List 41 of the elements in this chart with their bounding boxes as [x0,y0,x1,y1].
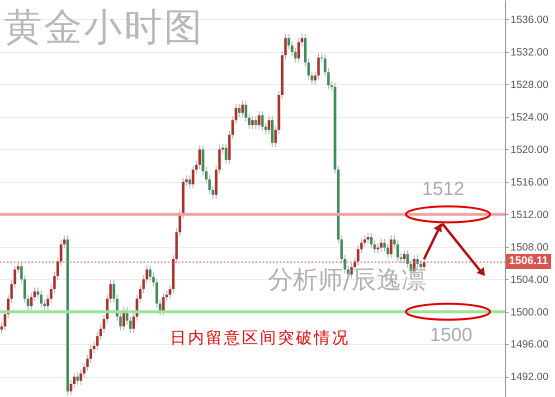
candlestick [268,116,270,134]
candlestick [406,250,409,268]
candlestick [396,240,400,262]
candlestick [254,116,258,130]
candlestick [261,110,264,132]
candlestick [224,143,228,164]
candlestick [238,103,241,118]
y-tick-label: 1508.00 [510,241,549,254]
annotation: 日内留意区间突破情况 [170,328,350,347]
candlestick [380,238,383,252]
candlestick [241,100,244,118]
candlestick [390,234,392,259]
y-tick-label: 1516.00 [510,176,549,188]
candlestick [366,232,370,244]
candlestick [198,144,201,170]
candlestick [76,372,79,386]
y-tick-label: 1496.00 [510,338,549,351]
y-tick-label: 1504.00 [510,274,549,286]
annotation: 分析师/辰逸凛 [268,264,426,294]
annotation: 1500 [430,324,472,346]
y-tick-label: 1492.00 [510,371,549,384]
candlestick [251,116,254,130]
candlestick [317,53,320,80]
candlestick [258,110,260,130]
candlestick [416,254,419,268]
candlestick [188,174,192,189]
annotation: 1512 [422,179,464,200]
candlestick [40,290,43,308]
candlestick [271,116,274,148]
candlestick [162,292,165,316]
y-tick-label: 1520.00 [510,144,549,156]
candlestick [403,250,406,264]
candlestick [297,38,300,64]
y-tick-label: 1500.00 [510,306,549,318]
y-tick-label: 1532.00 [510,46,549,58]
y-tick-label: 1512.00 [510,208,549,221]
chart-title: 黄金小时图 [4,5,204,49]
y-tick-label: 1528.00 [510,78,549,91]
ref-line-label: 1506.11 [506,254,552,270]
y-tick-label: 1524.00 [510,111,549,124]
y-tick-label: 1536.00 [510,14,549,26]
